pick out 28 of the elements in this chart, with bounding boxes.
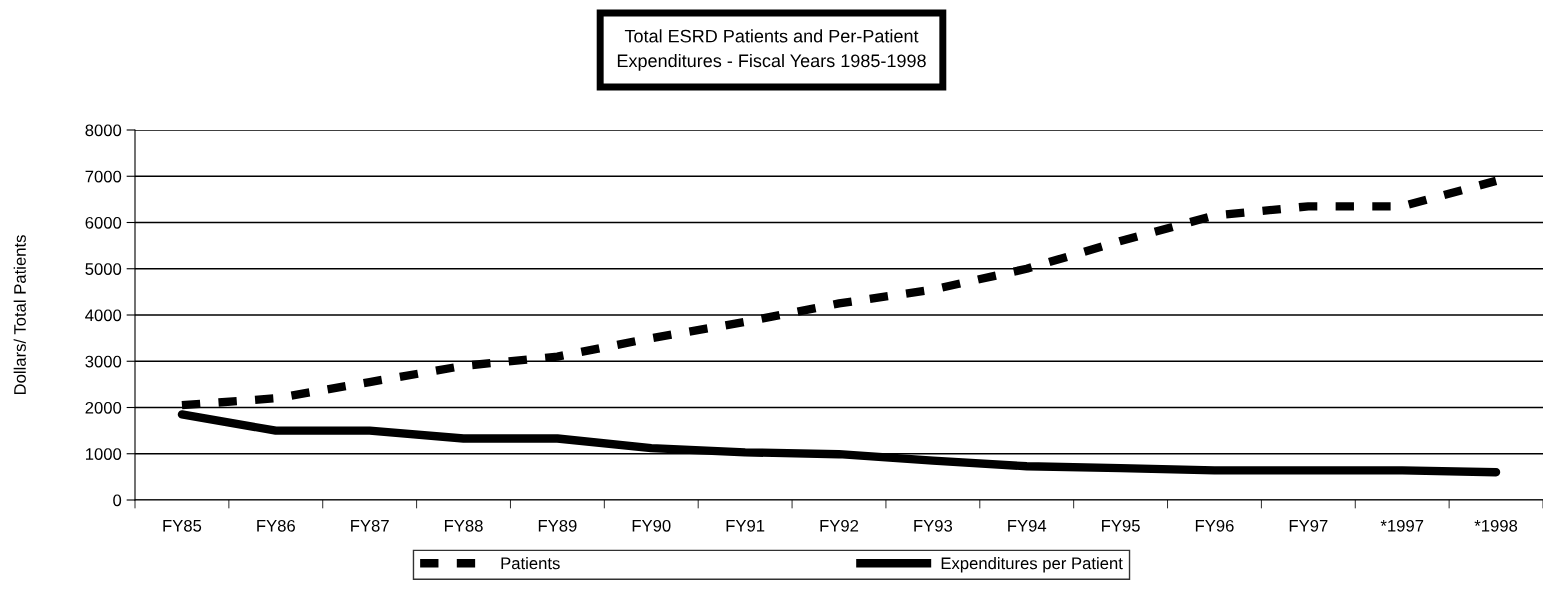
x-tick-label: FY85 xyxy=(163,519,202,532)
x-tick-label: *1997 xyxy=(1380,519,1424,532)
y-tick-label: 1000 xyxy=(86,448,122,460)
y-tick-label: 4000 xyxy=(85,309,122,322)
x-tick-label: FY95 xyxy=(1102,519,1140,532)
x-tick-label: FY89 xyxy=(538,519,577,532)
y-axis-title: Dollars/ Total Patients xyxy=(13,235,26,395)
x-tick-label: FY92 xyxy=(820,519,859,532)
x-tick-label: *1998 xyxy=(1474,519,1518,532)
x-tick-label: FY88 xyxy=(444,519,483,532)
y-tick-label: 6000 xyxy=(85,216,122,229)
x-tick-label: FY96 xyxy=(1195,519,1234,532)
y-tick-label: 5000 xyxy=(85,263,122,275)
x-tick-label: FY87 xyxy=(351,519,389,532)
x-tick-label: FY86 xyxy=(257,519,295,532)
legend-label: Patients xyxy=(501,557,560,570)
y-tick-label: 7000 xyxy=(85,170,122,183)
y-tick-label: 8000 xyxy=(85,124,122,137)
chart-title: Total ESRD Patients and Per-Patient Expenditures - Fiscal Years 1985-1998 xyxy=(617,29,926,71)
x-tick-label: FY93 xyxy=(914,519,953,532)
legend-label: Expenditures per Patient xyxy=(941,557,1123,573)
x-tick-label: FY91 xyxy=(726,519,765,532)
x-tick-label: FY90 xyxy=(632,519,671,532)
y-tick-label: 0 xyxy=(113,494,122,507)
x-tick-label: FY94 xyxy=(1008,519,1047,532)
y-tick-label: 3000 xyxy=(85,355,122,368)
y-tick-label: 2000 xyxy=(85,401,122,414)
x-tick-label: FY97 xyxy=(1289,519,1328,532)
